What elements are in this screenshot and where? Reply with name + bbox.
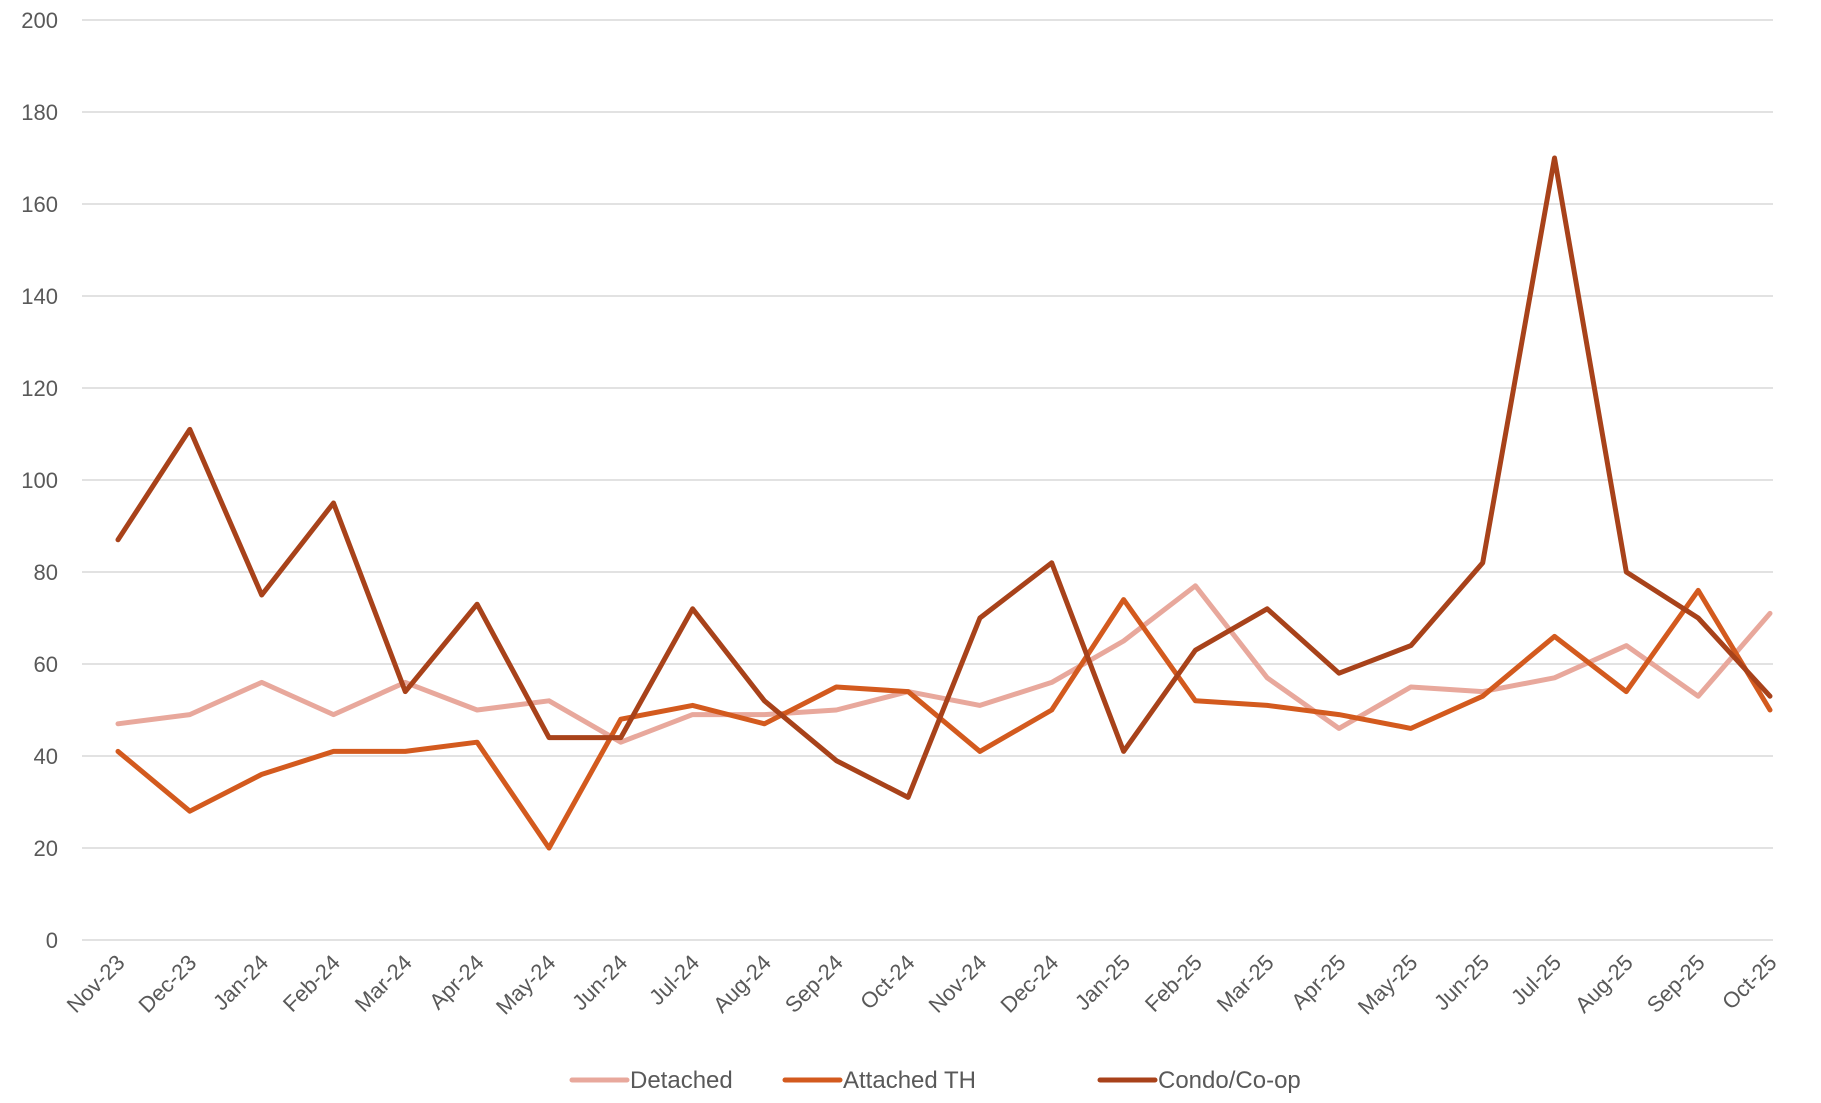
x-tick-label: Sep-25	[1642, 950, 1710, 1018]
x-tick-label: Nov-24	[924, 950, 992, 1018]
legend: Detached Attached TH Condo/Co-op	[569, 1067, 1301, 1094]
x-tick-label: Mar-25	[1212, 950, 1279, 1017]
x-tick-label: Jun-24	[567, 950, 632, 1015]
legend-label: Condo/Co-op	[1158, 1067, 1301, 1094]
y-tick-label: 80	[34, 560, 58, 585]
y-tick-label: 40	[34, 744, 58, 769]
series-lines	[115, 155, 1773, 851]
x-tick-label: Jul-24	[644, 950, 704, 1010]
gridlines	[82, 19, 1773, 941]
x-tick-label: Dec-24	[995, 950, 1063, 1018]
x-tick-label: Nov-23	[62, 950, 130, 1018]
y-axis-tick-labels: 0 20 40 60 80 100 120 140 160 180 200	[21, 8, 58, 953]
x-tick-label: May-24	[491, 950, 561, 1020]
x-tick-label: Sep-24	[780, 950, 848, 1018]
x-tick-label: Aug-25	[1570, 950, 1638, 1018]
x-tick-label: Oct-24	[855, 950, 919, 1014]
x-tick-label: Jun-25	[1429, 950, 1494, 1015]
y-tick-label: 60	[34, 652, 58, 677]
x-tick-label: Dec-23	[134, 950, 202, 1018]
y-tick-label: 100	[21, 468, 58, 493]
x-tick-label: Apr-25	[1286, 950, 1350, 1014]
x-tick-label: Mar-24	[350, 950, 417, 1017]
x-tick-label: Feb-25	[1140, 950, 1207, 1017]
x-tick-label: Jan-24	[208, 950, 273, 1015]
y-tick-label: 200	[21, 8, 58, 33]
legend-label: Attached TH	[843, 1067, 976, 1094]
x-tick-label: May-25	[1353, 950, 1423, 1020]
x-tick-label: Apr-24	[424, 950, 488, 1014]
x-tick-label: Oct-25	[1717, 950, 1781, 1014]
y-tick-label: 180	[21, 100, 58, 125]
x-axis-tick-labels: Nov-23 Dec-23 Jan-24 Feb-24 Mar-24 Apr-24 May-…	[62, 950, 1782, 1020]
y-tick-label: 140	[21, 284, 58, 309]
y-tick-label: 20	[34, 836, 58, 861]
x-tick-label: Jul-25	[1506, 950, 1566, 1010]
x-tick-label: Jan-25	[1070, 950, 1135, 1015]
y-tick-label: 120	[21, 376, 58, 401]
y-tick-label: 160	[21, 192, 58, 217]
legend-label: Detached	[630, 1067, 733, 1094]
y-tick-label: 0	[46, 928, 58, 953]
x-tick-label: Aug-24	[708, 950, 776, 1018]
series-line-condo-co-op	[115, 155, 1773, 800]
x-tick-label: Feb-24	[278, 950, 345, 1017]
series-line-attached-th	[115, 587, 1773, 851]
